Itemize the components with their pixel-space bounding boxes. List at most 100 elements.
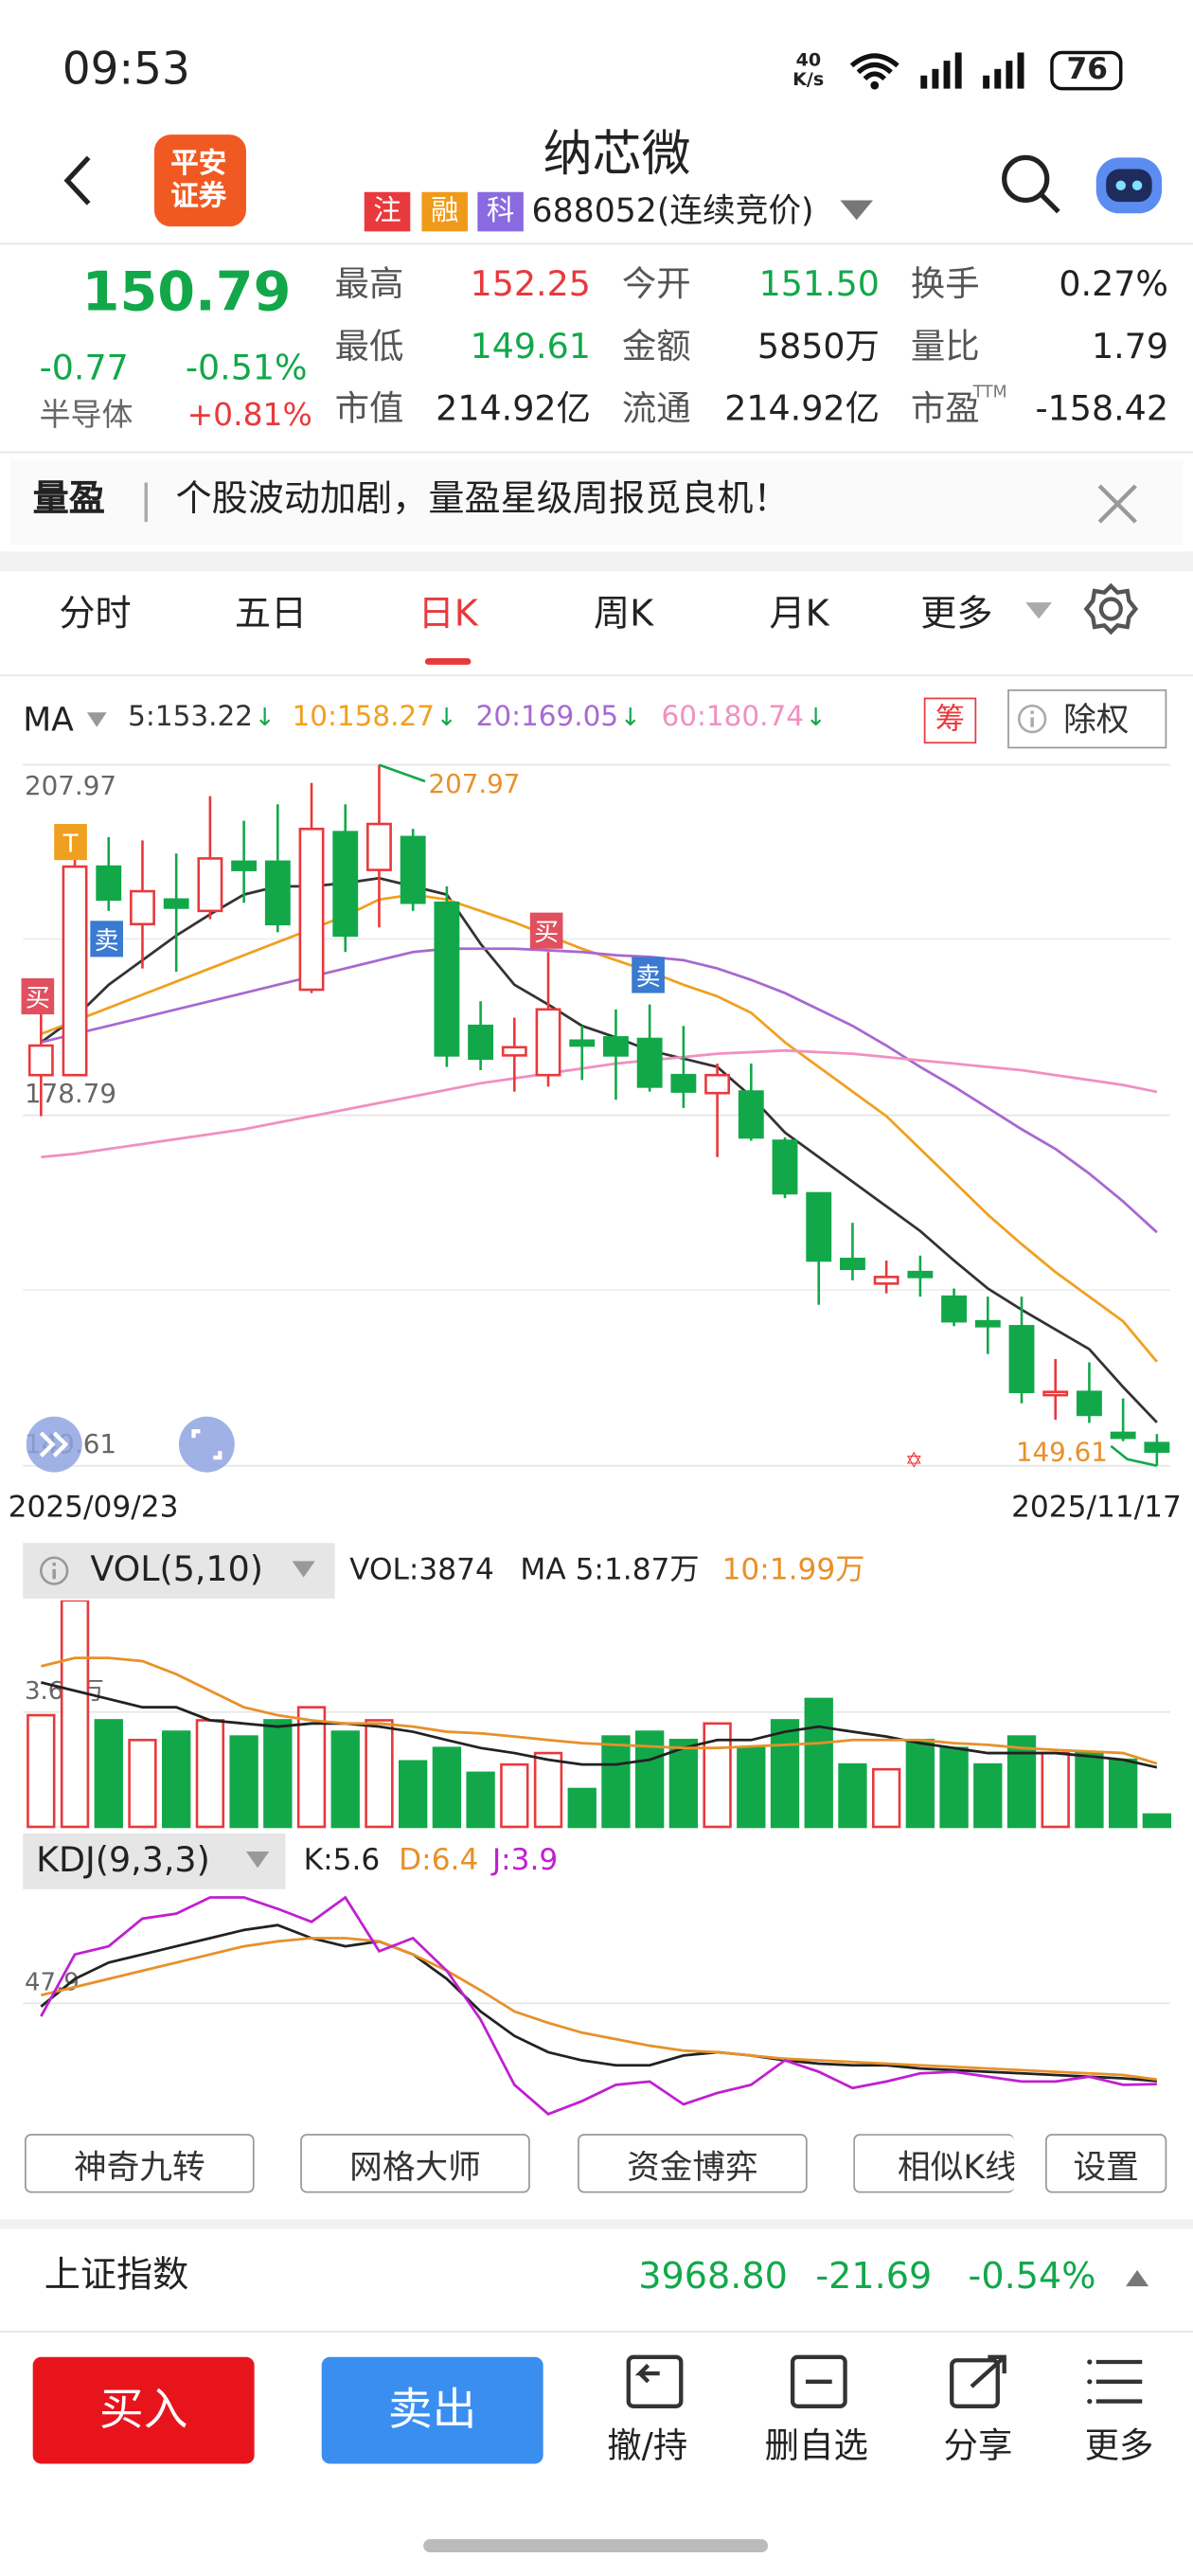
vol-title: VOL(5,10) (90, 1549, 263, 1589)
logo-line: 平安 (170, 147, 227, 181)
chart-controls[interactable] (26, 1415, 240, 1474)
candle-body (907, 1270, 934, 1279)
assistant-icon[interactable] (1090, 148, 1168, 220)
volume-bar (128, 1738, 157, 1829)
vol-legend-value: VOL:3874 (349, 1552, 494, 1587)
action-icons (626, 2354, 1143, 2408)
tool-button[interactable]: 神奇九转 (24, 2134, 255, 2193)
price-change-pct: -0.51% (185, 348, 308, 388)
action-label[interactable]: 撤/持 (607, 2425, 688, 2466)
candle-body (468, 1024, 494, 1061)
candle-body (603, 1036, 629, 1057)
volume-bar (770, 1719, 800, 1829)
period-tab[interactable]: 周K (594, 594, 654, 635)
field-value: -158.42 (1035, 388, 1169, 429)
status-icons (849, 52, 1024, 90)
candle-body (738, 1090, 764, 1139)
price-change: -0.77 (39, 348, 129, 388)
indicator-line (40, 876, 1158, 1423)
trade-marker (529, 912, 563, 949)
search-icon[interactable] (998, 151, 1063, 216)
index-name[interactable]: 上证指数 (44, 2255, 189, 2297)
kdj-header[interactable] (23, 1833, 286, 1889)
broker-logo[interactable] (153, 134, 246, 227)
sell-button[interactable]: 卖出 (321, 2356, 543, 2464)
volume-bar (838, 1762, 867, 1829)
trend-arrow: ↓ (254, 702, 276, 732)
indicator-line (40, 947, 1158, 1234)
field-label-sup: TTM (972, 384, 1007, 402)
net-unit: K/s (792, 68, 825, 91)
tool-button[interactable]: 网格大师 (300, 2134, 530, 2193)
code-dropdown[interactable] (837, 197, 877, 224)
adjust-button[interactable] (1007, 689, 1167, 749)
volume-bar (1108, 1758, 1138, 1829)
volume-bar (500, 1762, 529, 1829)
indicator-line (40, 1681, 1158, 1769)
y-tick-label: 207.97 (25, 770, 116, 801)
badge: 科 (477, 191, 524, 232)
ma-legend-item: 5:153.22 ↓ (128, 701, 276, 734)
candle-body (704, 1073, 731, 1095)
ma-dropdown[interactable] (86, 712, 107, 727)
index-change-pct: -0.54% (968, 2257, 1096, 2299)
volume-bar (1041, 1751, 1070, 1829)
info-icon (1017, 704, 1047, 734)
banner[interactable] (9, 459, 1184, 546)
kdj-dropdown[interactable] (245, 1851, 270, 1869)
battery-level: 76 (1066, 52, 1108, 87)
index-value: 3968.80 (638, 2257, 788, 2299)
tool-button[interactable]: 相似K线 (853, 2134, 1015, 2193)
field-label: 今开 (621, 264, 691, 304)
candle-body (569, 1039, 596, 1047)
date-label: 2025/09/23 (9, 1490, 179, 1524)
volume-bar (533, 1751, 563, 1829)
trade-marker (21, 977, 55, 1015)
back-button[interactable] (59, 154, 98, 206)
field-label: 量比 (910, 326, 980, 367)
candle-body (840, 1258, 865, 1271)
volume-bar (939, 1746, 969, 1829)
volume-bar (94, 1719, 123, 1829)
volume-bar (601, 1735, 631, 1829)
indicator-line (40, 1895, 1157, 2116)
logo-line: 证券 (170, 180, 227, 214)
vol-ma5-legend: MA 5:1.87万 (520, 1552, 700, 1587)
volume-bar (60, 1600, 90, 1829)
period-tab[interactable]: 五日 (234, 594, 308, 635)
volume-bar (330, 1730, 360, 1829)
more-dropdown[interactable] (1024, 600, 1053, 620)
action-label[interactable]: 删自选 (764, 2425, 868, 2466)
buy-button[interactable]: 买入 (32, 2356, 255, 2464)
candle-body (772, 1139, 798, 1195)
signal-2 (983, 52, 1024, 89)
field-label: 换手 (910, 264, 980, 304)
vol-header[interactable] (23, 1543, 335, 1600)
chip-button[interactable]: 筹 (923, 697, 977, 744)
banner-close[interactable] (1096, 483, 1139, 526)
tool-button[interactable]: 设置 (1045, 2134, 1167, 2193)
field-value: 5850万 (757, 326, 880, 367)
period-tab[interactable]: 更多 (920, 594, 993, 635)
period-tab[interactable]: 日K (418, 594, 478, 635)
volume-bar (905, 1738, 935, 1829)
tool-button[interactable]: 资金博弈 (578, 2134, 808, 2193)
trade-marker (90, 921, 123, 957)
period-tab[interactable]: 分时 (59, 594, 132, 635)
vol-dropdown[interactable] (292, 1561, 315, 1578)
settings-gear[interactable] (1083, 581, 1139, 637)
trend-arrow: ↓ (436, 702, 457, 732)
badge: 注 (364, 191, 411, 232)
volume-bar (668, 1738, 699, 1829)
action-label[interactable]: 分享 (943, 2425, 1013, 2466)
candle-body (1042, 1390, 1069, 1397)
vol-ma10-legend: 10:1.99万 (721, 1552, 865, 1587)
candle-body (636, 1037, 663, 1088)
field-label: 最低 (334, 326, 404, 367)
last-price: 150.79 (81, 259, 292, 324)
period-tab[interactable]: 月K (769, 594, 829, 635)
field-label: 金额 (621, 326, 691, 367)
field-value: 214.92亿 (436, 388, 591, 429)
index-expand[interactable] (1125, 2269, 1149, 2287)
action-label[interactable]: 更多 (1084, 2425, 1154, 2466)
